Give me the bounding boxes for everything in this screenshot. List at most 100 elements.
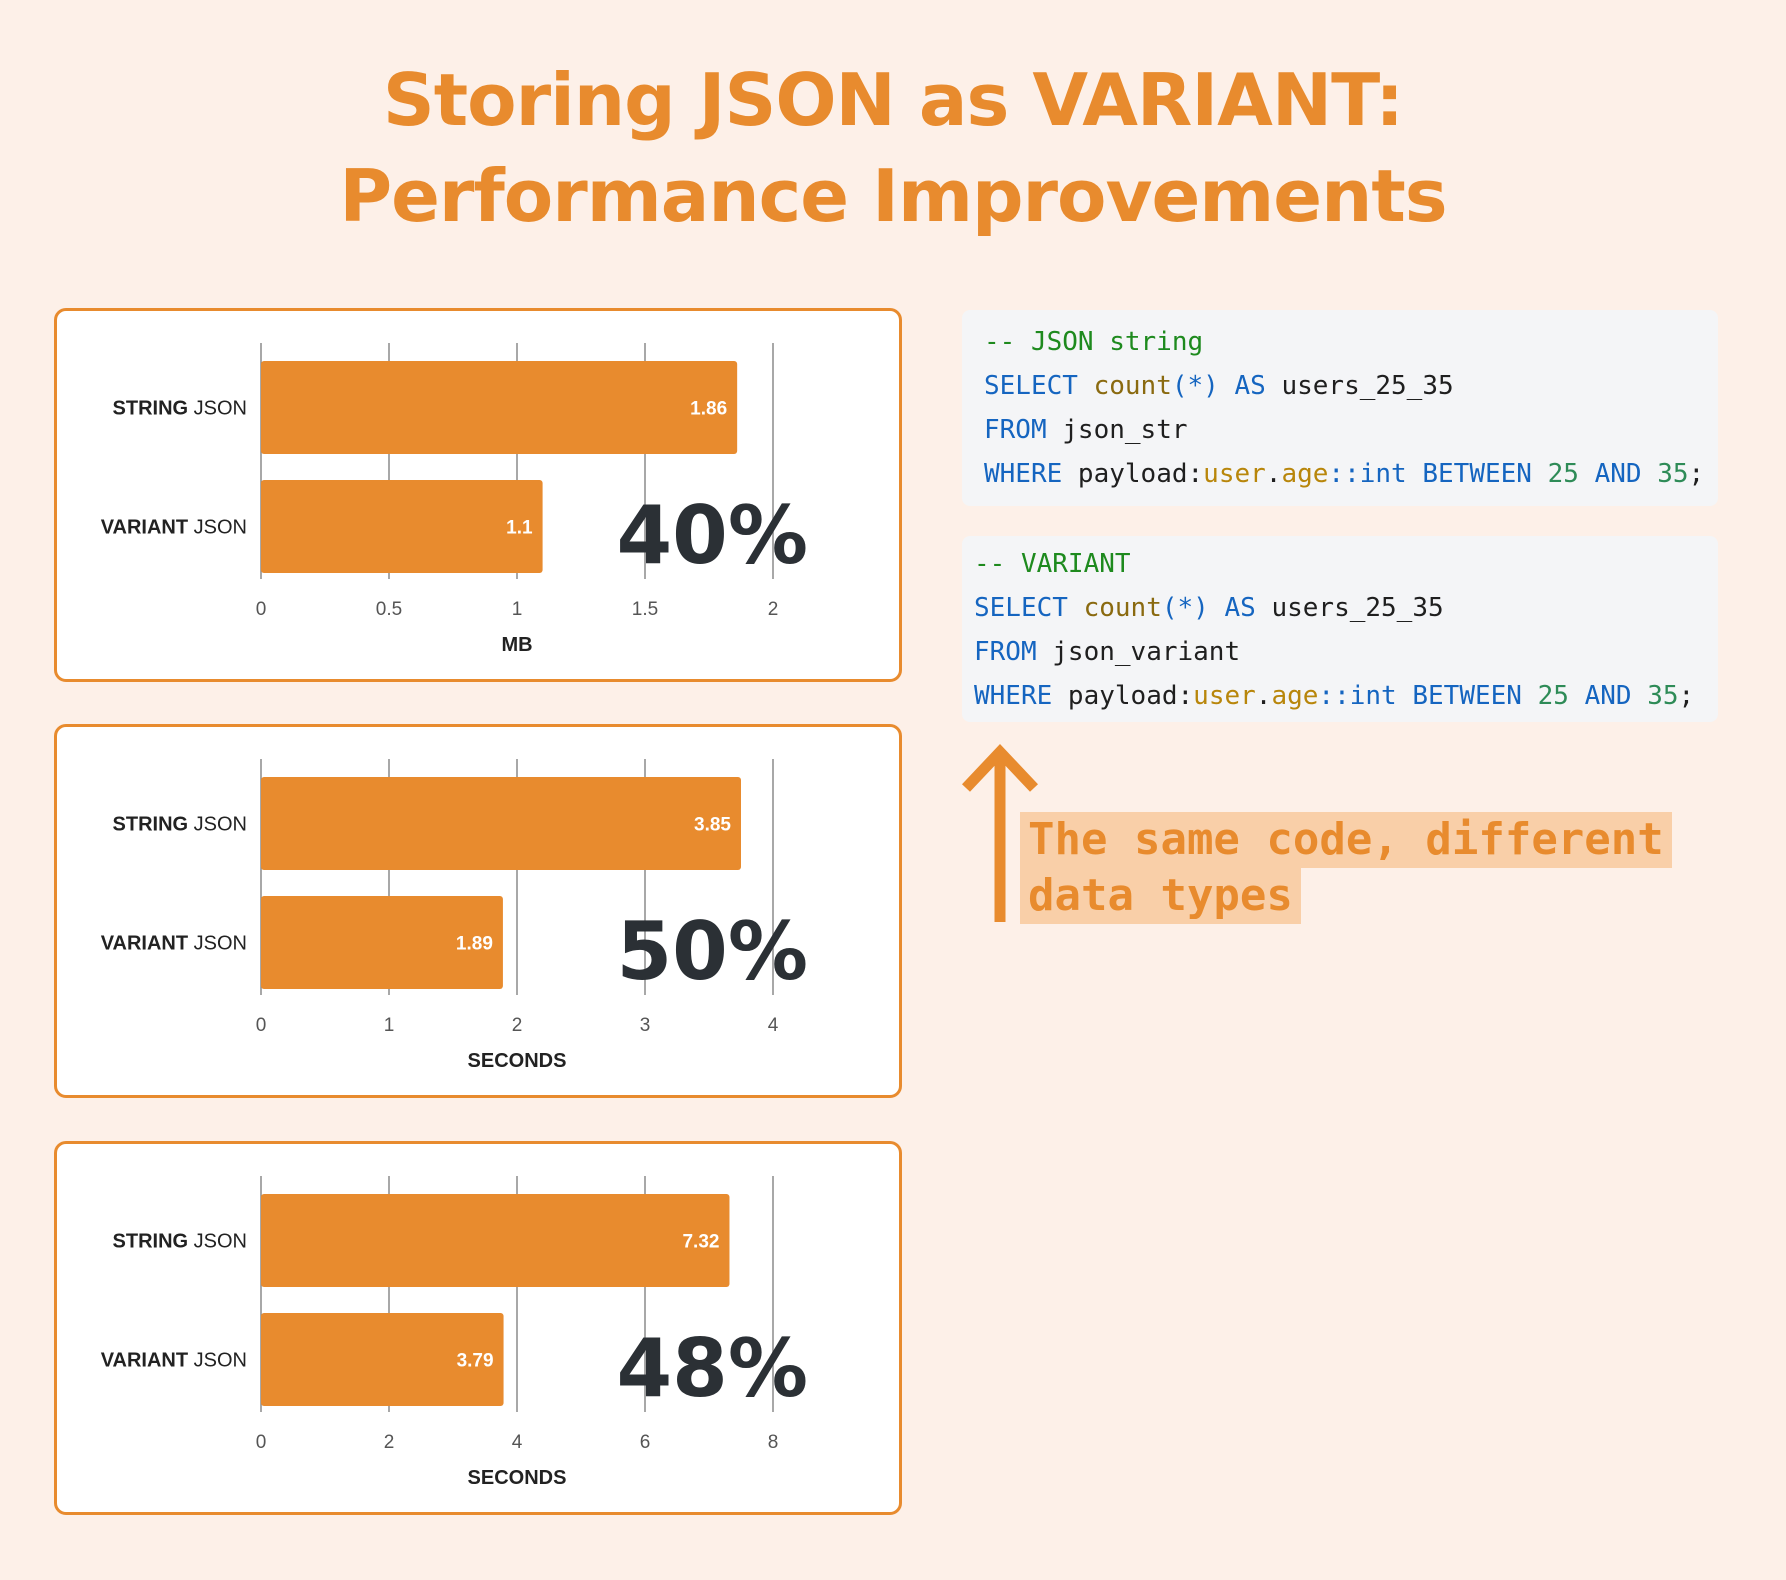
tick-label: 4 [512,1432,523,1453]
annotation-line-2: data types [1020,868,1301,924]
code-token [1579,459,1595,489]
axis-label: SECONDS [468,1050,567,1072]
code-token: json_str [1046,415,1188,445]
title-line-2: Performance Improvements [339,154,1447,238]
bar [261,777,741,870]
code-token: 25 [1547,459,1579,489]
tick-label: 8 [768,1432,779,1453]
code-token: users_25_35 [1255,593,1444,623]
category-label-bold: STRING [113,1231,189,1253]
category-label: STRING JSON [113,398,247,420]
code-line: SELECT count(*) AS users_25_35 [974,586,1718,630]
code-token: AND [1594,459,1642,489]
tick-label: 1 [384,1015,395,1036]
category-label: VARIANT JSON [101,517,247,539]
code-token: WHERE [984,459,1063,489]
annotation-line-1: The same code, different [1020,812,1672,868]
category-label-rest: JSON [188,517,247,539]
bar-value-label: 1.86 [690,399,727,420]
code-token: user [1203,459,1266,489]
bar-value-label: 1.1 [506,518,533,539]
code-token: . [1265,459,1282,489]
code-token: 35 [1657,459,1689,489]
tick-label: 1.5 [632,599,658,620]
code-line: WHERE payload:user.age::int BETWEEN 25 A… [984,452,1718,496]
tick-label: 6 [640,1432,651,1453]
code-token: SELECT [974,593,1068,623]
code-token: age [1281,459,1329,489]
bar [261,361,738,454]
bar [261,896,503,989]
bar-value-label: 3.85 [694,815,731,836]
category-label-bold: VARIANT [101,1350,188,1372]
code-token: user [1193,681,1256,711]
code-token [1219,371,1235,401]
code-token [1522,681,1538,711]
code-token: -- JSON string [984,327,1204,357]
page-title: Storing JSON as VARIANT: Performance Imp… [0,52,1786,244]
bar [261,1194,730,1287]
chart-size: 0 0.5 1 1.5 2 1.86 STRING JSON 1.1 VARIANT JSON M… [101,343,808,656]
category-label-bold: VARIANT [101,517,188,539]
tick-label: 2 [384,1432,395,1453]
title-line-1: Storing JSON as VARIANT: [382,58,1404,142]
axis-label: SECONDS [468,1467,567,1489]
category-label-bold: VARIANT [101,933,188,955]
code-token: SELECT [984,371,1078,401]
code-line: -- VARIANT [974,542,1718,586]
chart-card-time-1: 0 1 2 3 4 3.85 STRING JSON 1.89 VARIANT JSON SECO… [54,724,902,1098]
code-token: 25 [1537,681,1569,711]
code-token: ; [1688,459,1705,489]
chart-time-1: 0 1 2 3 4 3.85 STRING JSON 1.89 VARIANT JSON SECO… [101,759,808,1072]
chart-time-2: 0 2 4 6 8 7.32 STRING JSON 3.79 VARIANT JSON SECO… [101,1176,808,1489]
code-token [1632,681,1648,711]
code-token: (*) [1171,371,1219,401]
code-token: (*) [1161,593,1209,623]
code-token [1078,371,1094,401]
code-token [1569,681,1585,711]
category-label: VARIANT JSON [101,1350,247,1372]
code-token [1642,459,1658,489]
code-token: json_variant [1036,637,1241,667]
category-label-rest: JSON [188,814,247,836]
code-line: FROM json_str [984,408,1718,452]
code-token: ; [1678,681,1695,711]
category-label-bold: STRING [113,814,189,836]
bar [261,480,543,573]
chart-card-time-2: 0 2 4 6 8 7.32 STRING JSON 3.79 VARIANT JSON SECO… [54,1141,902,1515]
code-block-variant: -- VARIANT SELECT count(*) AS users_25_35… [962,536,1718,722]
code-token: FROM [984,415,1047,445]
category-label: STRING JSON [113,814,247,836]
code-token: payload: [1062,459,1204,489]
percent-improvement: 48% [617,1322,808,1415]
tick-label: 4 [768,1015,779,1036]
code-block-json-string: -- JSON string SELECT count(*) AS users_2… [962,310,1718,506]
category-label-rest: JSON [188,933,247,955]
code-token: AND [1584,681,1632,711]
code-token [1397,681,1413,711]
code-token [1407,459,1423,489]
tick-label: 0 [256,1432,267,1453]
code-token [1532,459,1548,489]
code-line: SELECT count(*) AS users_25_35 [984,364,1718,408]
category-label-rest: JSON [188,1231,247,1253]
category-label-rest: JSON [188,398,247,420]
tick-label: 1 [512,599,523,620]
tick-label: 0 [256,599,267,620]
code-token: ::int [1318,681,1397,711]
bar-value-label: 1.89 [456,934,493,955]
category-label-bold: STRING [113,398,189,420]
tick-label: 3 [640,1015,651,1036]
code-line: -- JSON string [984,320,1718,364]
chart-card-size: 0 0.5 1 1.5 2 1.86 STRING JSON 1.1 VARIANT JSON M… [54,308,902,682]
code-token: FROM [974,637,1037,667]
axis-label: MB [501,634,532,656]
code-token: AS [1224,593,1256,623]
category-label: STRING JSON [113,1231,247,1253]
percent-improvement: 50% [617,905,808,998]
code-token: 35 [1647,681,1679,711]
code-token [1209,593,1225,623]
code-token: users_25_35 [1265,371,1454,401]
code-token: count [1093,371,1172,401]
code-token: BETWEEN [1422,459,1532,489]
